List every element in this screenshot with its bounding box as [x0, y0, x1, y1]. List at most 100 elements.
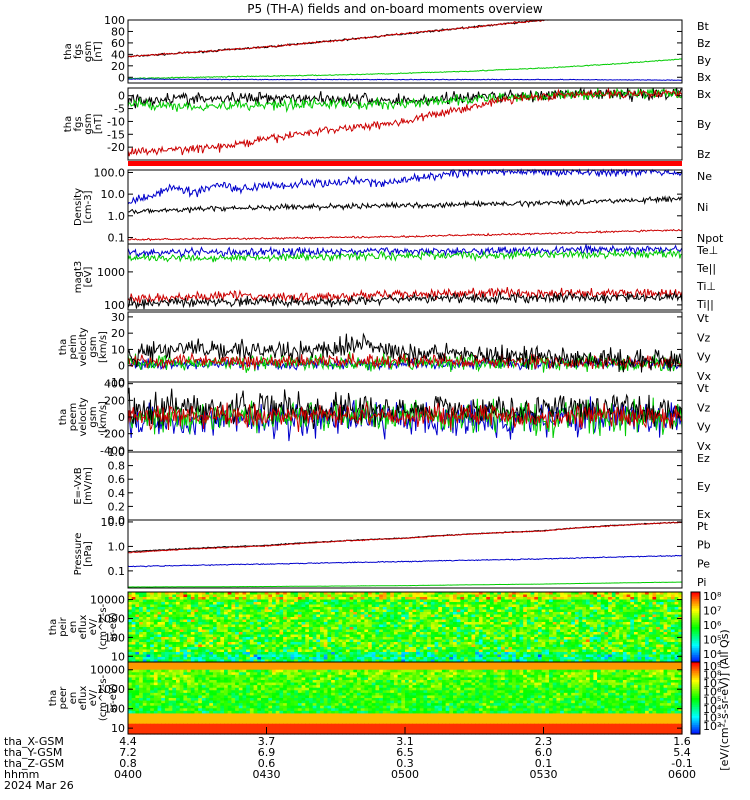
- heatmap-cell: [393, 602, 399, 606]
- heatmap-cell: [434, 639, 439, 643]
- heatmap-cell: [297, 634, 303, 638]
- heatmap-cell: [164, 667, 170, 671]
- heatmap-cell: [334, 634, 340, 638]
- heatmap-cell: [545, 627, 550, 631]
- heatmap-cell: [526, 617, 532, 621]
- heatmap-cell: [589, 624, 594, 628]
- heatmap-cell: [323, 652, 329, 656]
- heatmap-cell: [582, 617, 587, 621]
- heatmap-cell: [434, 659, 439, 663]
- heatmap-cell: [364, 664, 369, 668]
- heatmap-cell: [434, 622, 439, 626]
- heatmap-cell: [249, 627, 255, 631]
- heatmap-cell: [368, 662, 373, 666]
- heatmap-cell: [238, 662, 244, 666]
- heatmap-cell: [305, 659, 310, 663]
- heatmap-cell: [641, 612, 646, 616]
- heatmap-cell: [235, 622, 240, 626]
- heatmap-cell: [571, 614, 576, 618]
- heatmap-cell: [471, 647, 476, 651]
- heatmap-cell: [585, 649, 591, 653]
- heatmap-cell: [408, 602, 413, 606]
- heatmap-cell: [327, 662, 332, 666]
- heatmap-cell: [416, 649, 421, 653]
- heatmap-cell: [456, 649, 461, 653]
- heatmap-cell: [441, 647, 447, 651]
- heatmap-cell: [416, 654, 421, 658]
- heatmap-cell: [537, 617, 543, 621]
- heatmap-cell: [493, 612, 498, 616]
- heatmap-cell: [164, 637, 170, 641]
- heatmap-cell: [264, 604, 269, 608]
- heatmap-cell: [360, 649, 365, 653]
- heatmap-cell: [275, 607, 281, 611]
- heatmap-cell: [283, 637, 288, 641]
- heatmap-cell: [423, 652, 428, 656]
- heatmap-cell: [493, 617, 498, 621]
- heatmap-cell: [216, 659, 221, 663]
- heatmap-cell: [198, 657, 203, 661]
- heatmap-cell: [430, 607, 436, 611]
- heatmap-cell: [368, 597, 373, 601]
- heatmap-cell: [453, 607, 458, 611]
- heatmap-cell: [320, 612, 325, 616]
- heatmap-cell: [615, 664, 620, 668]
- heatmap-cell: [615, 602, 620, 606]
- heatmap-cell: [645, 657, 650, 661]
- heatmap-cell: [187, 619, 192, 623]
- heatmap-cell: [142, 619, 148, 623]
- heatmap-cell: [652, 607, 657, 611]
- heatmap-cell: [464, 652, 469, 656]
- heatmap-cell: [534, 639, 539, 643]
- heatmap-cell: [656, 659, 661, 663]
- heatmap-cell: [633, 614, 639, 618]
- heatmap-cell: [397, 649, 402, 653]
- heatmap-cell: [386, 604, 391, 608]
- heatmap-cell: [401, 632, 406, 636]
- heatmap-cell: [342, 627, 347, 631]
- heatmap-cell: [353, 594, 358, 598]
- heatmap-cell: [194, 617, 199, 621]
- heatmap-cell: [360, 607, 365, 611]
- heatmap-cell: [504, 649, 510, 653]
- heatmap-cell: [349, 597, 354, 601]
- heatmap-cell: [257, 632, 262, 636]
- heatmap-cell: [275, 632, 281, 636]
- heatmap-cell: [615, 619, 620, 623]
- heatmap-cell: [412, 634, 417, 638]
- heatmap-cell: [275, 624, 281, 628]
- heatmap-cell: [301, 629, 306, 633]
- heatmap-cell: [597, 597, 602, 601]
- heatmap-cell: [585, 624, 591, 628]
- heatmap-cell: [508, 592, 513, 596]
- heatmap-cell: [652, 644, 657, 648]
- heatmap-cell: [320, 592, 325, 596]
- heatmap-cell: [371, 662, 377, 666]
- heatmap-cell: [345, 659, 351, 663]
- heatmap-cell: [216, 634, 221, 638]
- heatmap-cell: [375, 609, 380, 613]
- heatmap-cell: [523, 642, 528, 646]
- heatmap-cell: [641, 599, 646, 603]
- heatmap-cell: [645, 592, 650, 596]
- heatmap-cell: [264, 597, 269, 601]
- heatmap-cell: [345, 654, 351, 658]
- heatmap-cell: [541, 644, 546, 648]
- heatmap-cell: [312, 642, 317, 646]
- heatmap-cell: [645, 632, 650, 636]
- heatmap-cell: [486, 597, 491, 601]
- heatmap-cell: [534, 659, 539, 663]
- heatmap-cell: [135, 594, 140, 598]
- panel-frame: [127, 519, 683, 589]
- heatmap-cell: [320, 664, 325, 668]
- heatmap-cell: [320, 662, 325, 666]
- colorbar-segment: [691, 618, 700, 621]
- heatmap-cell: [589, 629, 594, 633]
- heatmap-cell: [541, 667, 546, 671]
- y-tick-label: 0.8: [108, 460, 126, 473]
- heatmap-cell: [183, 649, 188, 653]
- heatmap-cell: [560, 614, 565, 618]
- heatmap-cell: [316, 664, 321, 668]
- heatmap-cell: [645, 652, 650, 656]
- heatmap-cell: [227, 619, 233, 623]
